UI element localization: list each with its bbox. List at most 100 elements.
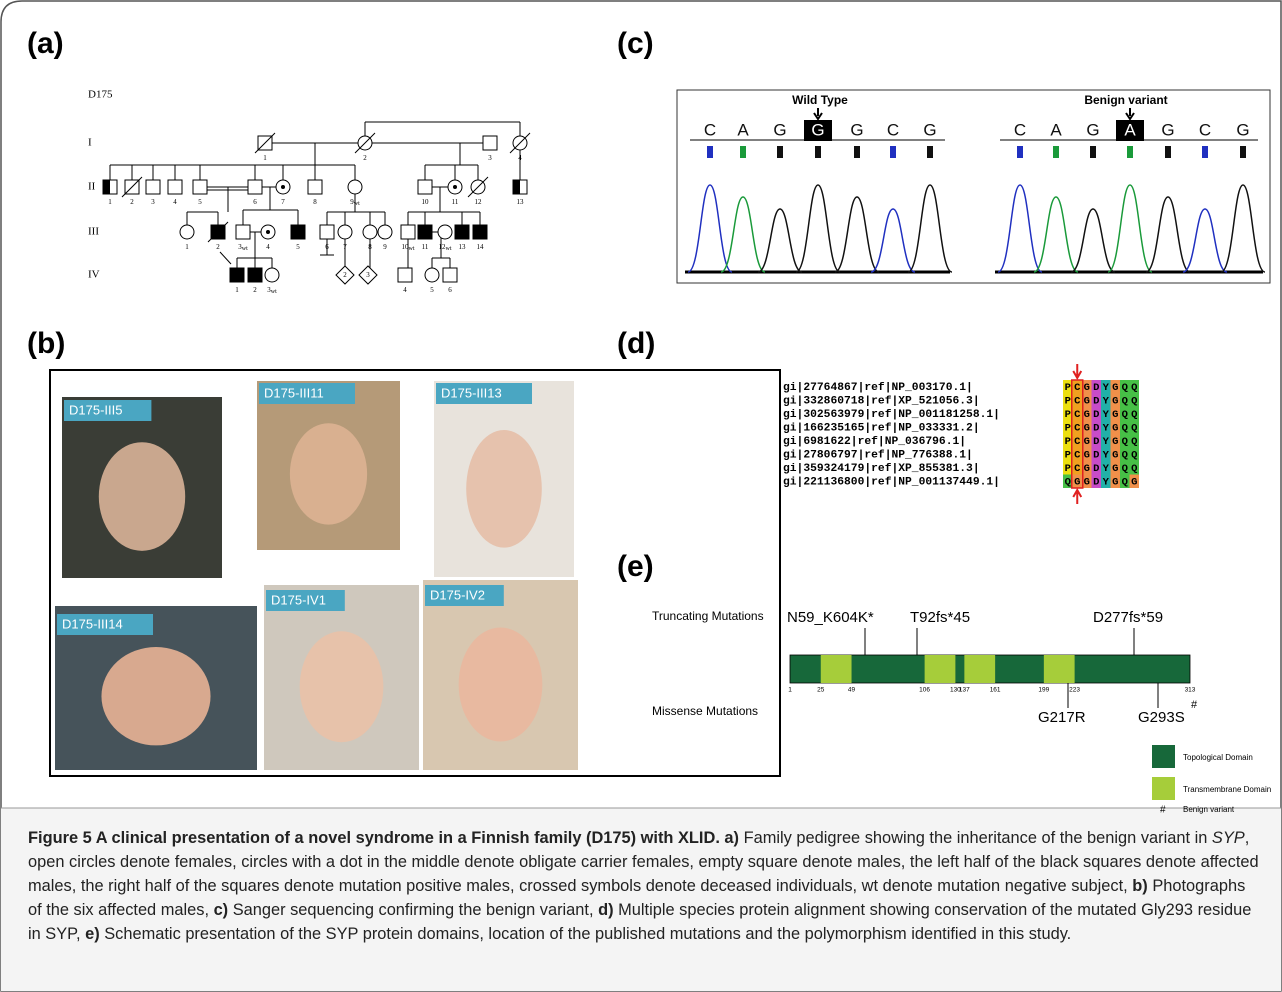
individual-label: 3	[488, 154, 492, 162]
base-call-mark	[1240, 146, 1246, 158]
individual-label: 13	[459, 243, 467, 251]
photo-label: D175-III11	[264, 385, 324, 400]
individual-label: 4	[173, 198, 177, 206]
residue: D	[1093, 395, 1099, 407]
sequence-id: gi|27806797|ref|NP_776388.1|	[783, 449, 973, 461]
residue: Y	[1103, 422, 1110, 434]
photo-label: D175-III13	[441, 385, 502, 400]
transmembrane-domain	[964, 655, 995, 683]
individual-number: 4	[266, 243, 270, 251]
position-label: 199	[1038, 687, 1049, 694]
conserved-arrow	[1073, 490, 1081, 504]
individual-label: 4	[518, 154, 522, 162]
connector	[220, 252, 231, 264]
residue: Q	[1122, 422, 1128, 434]
individual-number: 1	[263, 154, 267, 162]
individual-number: 13	[517, 198, 525, 206]
residue: G	[1084, 382, 1090, 394]
residue: P	[1065, 422, 1071, 434]
chromatogram-peak	[835, 197, 879, 272]
chromatogram-peak	[688, 185, 732, 272]
individual-label: 5	[296, 243, 300, 251]
photo-label: D175-III5	[69, 402, 122, 417]
sequence-id: gi|166235165|ref|NP_033331.2|	[783, 422, 980, 434]
individual-label: 7	[343, 243, 347, 251]
figure: (a) (c) (b) (d) (e) D175 Truncating Muta…	[0, 0, 1282, 992]
base: G	[923, 120, 936, 139]
residue: G	[1131, 476, 1137, 488]
legend-label: Benign variant	[1183, 805, 1235, 814]
individual-label: 7	[281, 198, 285, 206]
chromatogram-peak	[871, 209, 915, 272]
individual-label: 1	[185, 243, 189, 251]
base: G	[1161, 120, 1174, 139]
male-symbol	[248, 268, 262, 282]
caption-segment: Figure 5 A clinical presentation of a no…	[28, 829, 739, 847]
individual-label: 13	[517, 198, 525, 206]
individual-label: 3wt	[238, 243, 248, 253]
female-symbol	[348, 180, 362, 194]
caption: Figure 5 A clinical presentation of a no…	[28, 826, 1260, 946]
residue: C	[1074, 395, 1081, 407]
residue: Y	[1103, 463, 1110, 475]
individual-note: wt	[242, 246, 248, 252]
affected-half	[103, 180, 110, 194]
individual-label: 9	[383, 243, 387, 251]
individual-number: 6	[325, 243, 329, 251]
residue: Y	[1103, 395, 1110, 407]
residue: C	[1074, 436, 1081, 448]
individual-label: 4	[403, 286, 407, 294]
residue: Y	[1103, 436, 1110, 448]
residue: G	[1074, 476, 1080, 488]
individual-number: 3	[151, 198, 155, 206]
caption-segment: b)	[1132, 877, 1147, 895]
sequence-id: gi|302563979|ref|NP_001181258.1|	[783, 409, 1000, 421]
residue: P	[1065, 409, 1071, 421]
individual-label: 5	[198, 198, 202, 206]
male-symbol	[401, 225, 415, 239]
individual-note: wt	[409, 246, 415, 252]
residue: C	[1074, 422, 1081, 434]
residue: D	[1093, 382, 1099, 394]
residue: Q	[1122, 463, 1128, 475]
base: A	[1124, 120, 1136, 139]
residue: G	[1084, 449, 1090, 461]
variant-arrow	[1126, 108, 1134, 119]
chromatogram-peak	[908, 185, 952, 272]
legend-label: Topological Domain	[1183, 753, 1253, 762]
chromatogram-peak	[1146, 197, 1190, 272]
transmembrane-domain	[1044, 655, 1075, 683]
male-symbol	[291, 225, 305, 239]
individual-number: 9	[383, 243, 387, 251]
position-label: 1	[788, 687, 792, 694]
residue: G	[1112, 409, 1118, 421]
photo-face	[99, 442, 185, 551]
female-symbol	[265, 268, 279, 282]
male-symbol	[308, 180, 322, 194]
male-symbol	[248, 180, 262, 194]
individual-note: wt	[271, 289, 277, 295]
individual-label: 1	[263, 154, 267, 162]
sequence-id: gi|359324179|ref|XP_855381.3|	[783, 463, 980, 475]
legend-swatch	[1152, 745, 1175, 768]
female-symbol	[180, 225, 194, 239]
base-call-mark	[854, 146, 860, 158]
mutation-label: N59_K604K*	[787, 609, 874, 626]
residue: G	[1084, 395, 1090, 407]
benign-mark: #	[1191, 699, 1198, 711]
residue: Y	[1103, 449, 1110, 461]
generation-label: IV	[88, 269, 100, 281]
caption-segment: Schematic presentation of the SYP protei…	[100, 925, 1072, 943]
individual-number: 1	[108, 198, 112, 206]
individual-label: 11	[422, 243, 429, 251]
base: G	[850, 120, 863, 139]
sequence-id: gi|332860718|ref|XP_521056.3|	[783, 395, 980, 407]
base-call-mark	[740, 146, 746, 158]
individual-label: 2	[216, 243, 220, 251]
photo-face	[101, 647, 210, 745]
base-call-mark	[1090, 146, 1096, 158]
individual-number: 2	[253, 286, 257, 294]
female-symbol	[425, 268, 439, 282]
transmembrane-domain	[821, 655, 852, 683]
individual-number: 2	[343, 271, 347, 279]
